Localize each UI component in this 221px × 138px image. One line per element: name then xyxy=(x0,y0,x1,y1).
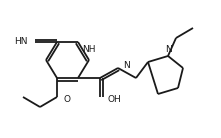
Text: O: O xyxy=(63,95,70,104)
Text: HN: HN xyxy=(15,38,28,47)
Text: N: N xyxy=(165,44,171,54)
Text: NH: NH xyxy=(82,46,95,55)
Text: OH: OH xyxy=(107,95,121,104)
Text: N: N xyxy=(123,62,130,71)
